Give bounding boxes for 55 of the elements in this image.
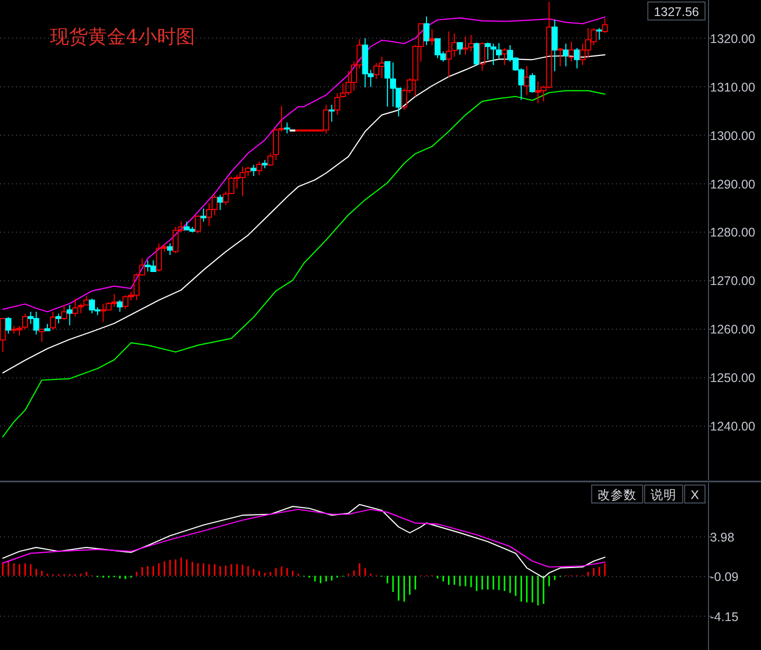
line-series bbox=[2, 508, 606, 568]
candlestick bbox=[0, 318, 6, 352]
annotation: 改参数 bbox=[598, 488, 637, 502]
y-tick-label: 1250.00 bbox=[710, 371, 756, 386]
y-tick-label: 1270.00 bbox=[710, 274, 756, 288]
line-series bbox=[2, 90, 606, 438]
y-tick-label: 1260.00 bbox=[710, 322, 756, 337]
y-tick-label: 1320.00 bbox=[710, 32, 756, 46]
candlestick bbox=[61, 304, 68, 320]
y-tick-label: -4.15 bbox=[710, 610, 739, 624]
candlestick bbox=[574, 48, 580, 69]
candlestick bbox=[456, 42, 463, 56]
candlestick bbox=[194, 214, 201, 234]
line-series bbox=[2, 16, 606, 312]
candlestick bbox=[552, 19, 558, 72]
candlestick bbox=[284, 122, 290, 134]
candlestick bbox=[479, 42, 486, 72]
candlestick bbox=[568, 41, 574, 62]
candlestick bbox=[167, 242, 174, 256]
y-tick-label: 1280.00 bbox=[710, 226, 756, 240]
candlestick bbox=[217, 194, 224, 210]
candlestick bbox=[56, 313, 62, 324]
line-series bbox=[2, 504, 606, 578]
candlestick bbox=[256, 160, 262, 176]
candlestick bbox=[429, 28, 436, 46]
candlestick bbox=[596, 28, 602, 40]
y-tick-label: 1290.00 bbox=[710, 177, 756, 192]
annotation: 说明 bbox=[650, 488, 677, 502]
candlestick bbox=[200, 208, 206, 222]
candlestick bbox=[328, 104, 335, 122]
y-tick-label: 1310.00 bbox=[710, 80, 756, 94]
candlestick bbox=[66, 304, 73, 326]
annotation: X bbox=[690, 488, 700, 502]
candlestick bbox=[524, 65, 530, 96]
y-tick-label: -0.09 bbox=[710, 570, 739, 584]
candlestick bbox=[529, 72, 536, 94]
candlestick bbox=[474, 42, 480, 66]
line-series bbox=[2, 54, 606, 374]
candlestick bbox=[44, 323, 50, 332]
y-tick-label: 3.98 bbox=[710, 530, 734, 544]
candlestick bbox=[250, 164, 257, 176]
candlestick bbox=[557, 48, 564, 67]
candlestick bbox=[38, 328, 45, 342]
annotation: 1327.56 bbox=[654, 5, 700, 19]
candlestick bbox=[602, 18, 608, 34]
candlestick bbox=[262, 160, 268, 169]
candlestick bbox=[502, 48, 508, 66]
candlestick bbox=[423, 16, 430, 46]
y-tick-label: 1300.00 bbox=[710, 128, 756, 143]
candlestick bbox=[5, 316, 12, 334]
text: 现货黄金4小时图 bbox=[50, 26, 196, 48]
candlestick bbox=[50, 311, 56, 331]
candlestick bbox=[562, 43, 569, 67]
candlestick bbox=[116, 300, 123, 312]
y-tick-label: 1240.00 bbox=[710, 420, 756, 434]
